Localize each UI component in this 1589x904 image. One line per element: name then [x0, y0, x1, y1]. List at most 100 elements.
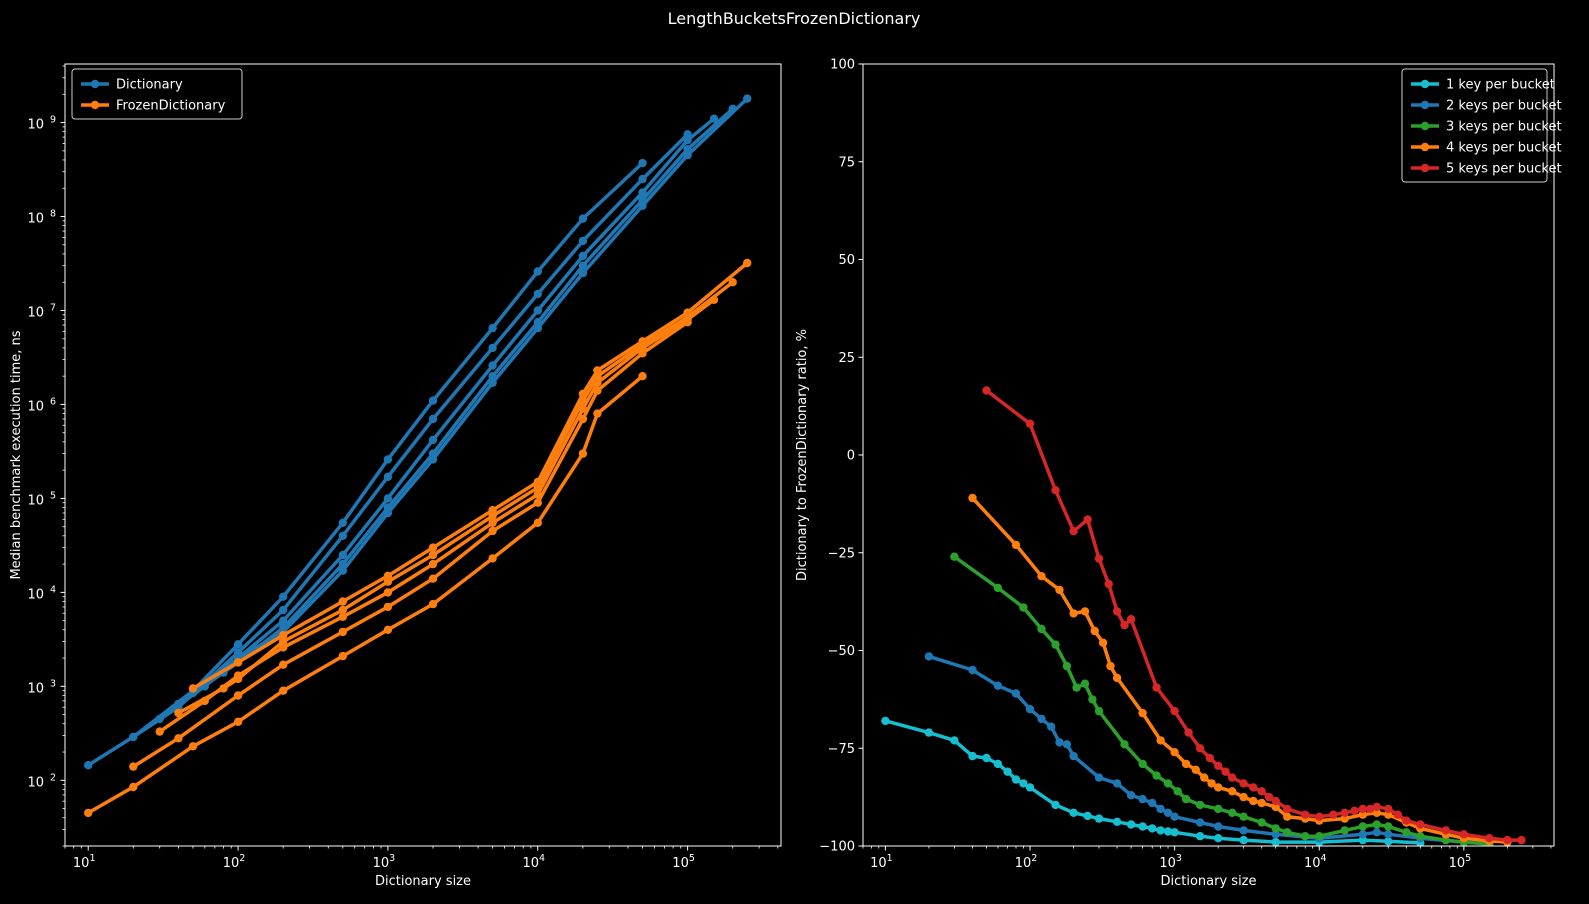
data-point-dictionary — [279, 592, 288, 601]
data-point-4-keys-per-bucket — [1191, 765, 1201, 774]
data-point-2-keys-per-bucket — [993, 681, 1003, 690]
data-point-1-key-per-bucket — [982, 753, 991, 763]
data-point-dictionary — [233, 640, 243, 649]
data-point-5-keys-per-bucket — [1214, 761, 1223, 770]
data-point-frozendictionary — [174, 708, 183, 718]
data-point-5-keys-per-bucket — [1340, 808, 1349, 817]
y-tick-exponent: 2 — [50, 772, 56, 783]
data-point-dictionary — [488, 343, 497, 353]
data-point-frozendictionary — [338, 651, 347, 661]
data-point-2-keys-per-bucket — [924, 652, 934, 661]
data-point-3-keys-per-bucket — [1441, 835, 1451, 845]
data-point-frozendictionary — [428, 550, 438, 560]
data-point-1-key-per-bucket — [1019, 779, 1028, 788]
data-point-5-keys-per-bucket — [1283, 804, 1292, 814]
data-point-frozendictionary — [84, 808, 93, 818]
data-point-frozendictionary — [279, 631, 288, 640]
data-point-3-keys-per-bucket — [950, 552, 959, 561]
data-point-5-keys-per-bucket — [1195, 744, 1205, 753]
y-tick-exponent: 7 — [50, 302, 56, 313]
data-point-dictionary — [578, 214, 588, 223]
data-point-4-keys-per-bucket — [1228, 787, 1237, 796]
data-point-dictionary — [488, 361, 497, 370]
data-point-4-keys-per-bucket — [1384, 810, 1393, 819]
data-point-5-keys-per-bucket — [1120, 620, 1129, 630]
series-line-dictionary — [191, 97, 749, 695]
data-point-2-keys-per-bucket — [1170, 812, 1179, 821]
data-point-5-keys-per-bucket — [1239, 779, 1248, 788]
data-point-5-keys-per-bucket — [1221, 767, 1230, 776]
data-point-5-keys-per-bucket — [1152, 683, 1161, 692]
data-point-1-key-per-bucket — [1163, 827, 1173, 836]
data-point-4-keys-per-bucket — [1249, 796, 1258, 806]
data-point-1-key-per-bucket — [993, 759, 1003, 769]
data-point-4-keys-per-bucket — [1257, 798, 1266, 808]
data-point-3-keys-per-bucket — [993, 583, 1003, 593]
data-point-frozendictionary — [233, 674, 243, 684]
legend-marker — [1420, 100, 1430, 110]
data-point-1-key-per-bucket — [1051, 800, 1060, 810]
data-point-3-keys-per-bucket — [1088, 695, 1097, 704]
data-point-frozendictionary — [383, 588, 393, 597]
data-point-1-key-per-bucket — [1195, 832, 1205, 841]
data-point-2-keys-per-bucket — [968, 665, 977, 675]
y-tick-label: 100 — [830, 58, 855, 73]
data-point-3-keys-per-bucket — [1163, 779, 1173, 788]
y-tick-exponent: 5 — [50, 490, 56, 501]
x-tick-exponent: 3 — [389, 853, 395, 864]
y-tick-label: 75 — [838, 155, 855, 170]
data-point-4-keys-per-bucket — [1239, 792, 1248, 802]
data-point-frozendictionary — [638, 372, 647, 381]
data-point-frozendictionary — [488, 506, 497, 515]
data-point-3-keys-per-bucket — [1214, 804, 1223, 814]
data-point-1-key-per-bucket — [1156, 826, 1165, 835]
data-point-4-keys-per-bucket — [1098, 638, 1108, 647]
y-axis-label: Dictionary to FrozenDictionary ratio, % — [795, 329, 810, 581]
data-point-dictionary — [428, 455, 438, 464]
data-point-frozendictionary — [578, 389, 588, 398]
legend-marker — [90, 100, 100, 110]
data-point-4-keys-per-bucket — [1080, 607, 1090, 616]
data-point-frozendictionary — [683, 308, 692, 317]
data-point-4-keys-per-bucket — [1214, 783, 1223, 792]
data-point-frozendictionary — [233, 658, 243, 667]
series-line-2-keys-per-bucket — [928, 654, 1465, 844]
data-point-5-keys-per-bucket — [1184, 728, 1193, 737]
data-point-5-keys-per-bucket — [1257, 787, 1266, 796]
data-point-5-keys-per-bucket — [1104, 579, 1113, 589]
data-point-2-keys-per-bucket — [1126, 791, 1136, 800]
y-tick-label: −50 — [828, 644, 855, 659]
data-point-3-keys-per-bucket — [1173, 787, 1182, 796]
data-point-frozendictionary — [593, 409, 602, 418]
data-point-frozendictionary — [533, 483, 542, 492]
data-point-frozendictionary — [578, 414, 588, 424]
y-tick-label: 0 — [847, 449, 855, 464]
data-point-frozendictionary — [533, 490, 542, 499]
y-tick-exponent: 4 — [50, 584, 56, 595]
legend-marker — [1420, 142, 1430, 152]
data-point-4-keys-per-bucket — [1181, 759, 1191, 769]
x-tick-exponent: 2 — [1031, 853, 1037, 864]
data-point-5-keys-per-bucket — [1402, 816, 1411, 825]
data-point-frozendictionary — [533, 477, 542, 487]
data-point-dictionary — [338, 550, 347, 560]
data-point-2-keys-per-bucket — [1011, 689, 1021, 698]
data-point-1-key-per-bucket — [1003, 767, 1012, 776]
data-point-frozendictionary — [593, 366, 602, 375]
data-point-5-keys-per-bucket — [1315, 812, 1324, 821]
data-point-dictionary — [638, 158, 647, 168]
data-point-1-key-per-bucket — [1126, 820, 1136, 829]
data-point-frozendictionary — [383, 625, 393, 634]
data-point-3-keys-per-bucket — [1181, 794, 1191, 804]
data-point-dictionary — [709, 114, 719, 123]
data-point-5-keys-per-bucket — [1459, 830, 1469, 839]
data-point-2-keys-per-bucket — [1094, 773, 1104, 782]
y-tick-exponent: 3 — [50, 678, 56, 689]
data-point-dictionary — [638, 201, 647, 210]
series-group — [84, 94, 752, 818]
data-point-3-keys-per-bucket — [1051, 640, 1060, 649]
data-point-frozendictionary — [428, 543, 438, 552]
figure-title: LengthBucketsFrozenDictionary — [668, 9, 921, 28]
x-tick-exponent: 5 — [689, 853, 695, 864]
data-point-frozendictionary — [488, 526, 497, 536]
